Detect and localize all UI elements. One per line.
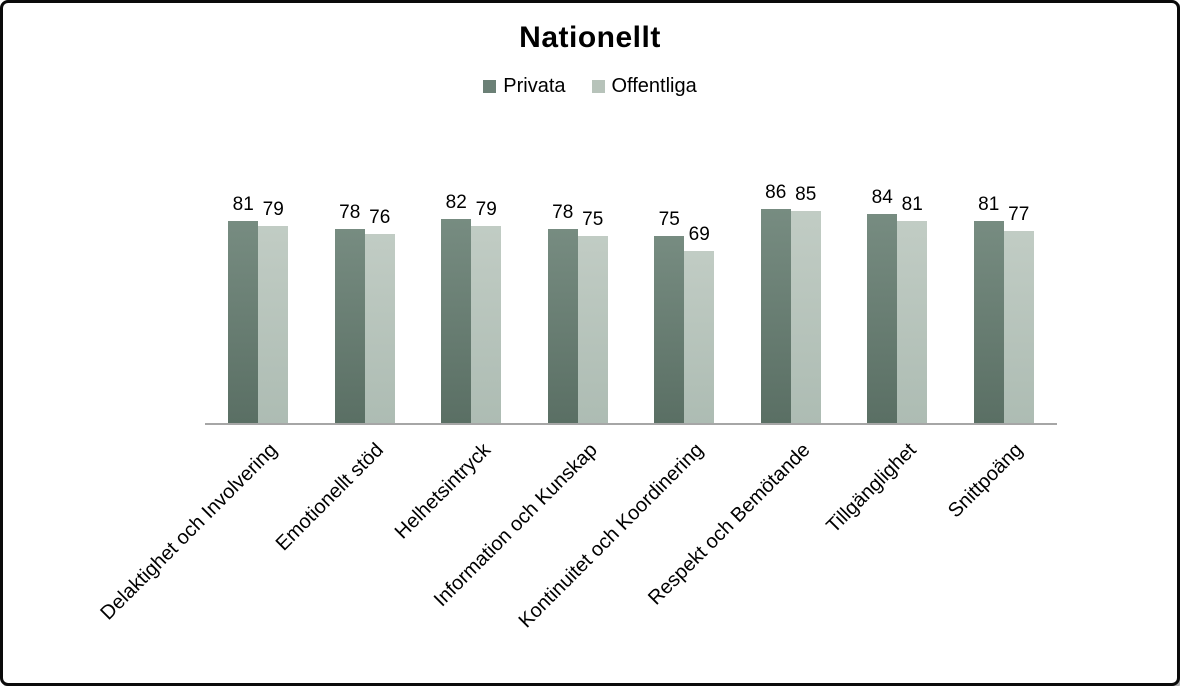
bar-value-label: 86 [765, 182, 787, 203]
bar-value-label: 81 [978, 194, 1000, 215]
bar-offentliga [1003, 231, 1034, 423]
x-axis-line [205, 423, 1057, 425]
legend-label: Privata [503, 75, 566, 97]
category-label: Emotionellt stöd [272, 439, 389, 556]
bar-privata [441, 219, 472, 423]
bar-offentliga [577, 236, 608, 423]
plot-area: 81 79 Delaktighet och Involvering 78 76 Emoti… [3, 3, 1177, 683]
bar-privata [973, 221, 1004, 423]
category-label: Snittpoäng [944, 439, 1028, 523]
bar-value-label: 79 [262, 199, 284, 220]
legend-item-offentliga: Offentliga [591, 75, 697, 98]
bar-privata [654, 236, 685, 423]
legend-label: Offentliga [611, 75, 697, 97]
bar-value-label: 82 [445, 192, 467, 213]
category-label: Delaktighet och Involvering [96, 439, 282, 625]
bar-privata [547, 229, 578, 423]
bar-value-label: 81 [901, 194, 923, 215]
category-label: Kontinuitet och Koordinering [514, 439, 708, 633]
bar-offentliga [684, 251, 715, 423]
legend: Privata Offentliga [3, 75, 1177, 98]
bar-offentliga [471, 226, 502, 423]
bar-privata [334, 229, 365, 423]
bar-value-label: 79 [475, 199, 497, 220]
bar-privata [760, 209, 791, 423]
bar-value-label: 76 [369, 207, 391, 228]
legend-item-privata: Privata [483, 75, 566, 98]
chart-title: Nationellt [519, 21, 661, 54]
legend-swatch-icon [591, 80, 605, 93]
category-label: Helhetsintryck [390, 439, 495, 544]
bar-value-label: 77 [1008, 204, 1030, 225]
bar-value-label: 75 [582, 209, 604, 230]
bar-value-label: 75 [658, 209, 680, 230]
category-label: Tillgänglighet [822, 439, 921, 538]
bar-value-label: 81 [232, 194, 254, 215]
bar-value-label: 78 [552, 202, 574, 223]
bar-value-label: 85 [795, 184, 817, 205]
bar-privata [867, 214, 898, 423]
bar-value-label: 84 [871, 187, 893, 208]
bar-offentliga [790, 211, 821, 423]
bar-privata [228, 221, 259, 423]
bar-value-label: 69 [688, 224, 710, 245]
bar-value-label: 78 [339, 202, 361, 223]
bar-offentliga [258, 226, 289, 423]
bar-offentliga [364, 234, 395, 423]
bar-offentliga [897, 221, 928, 423]
legend-swatch-icon [483, 80, 497, 93]
